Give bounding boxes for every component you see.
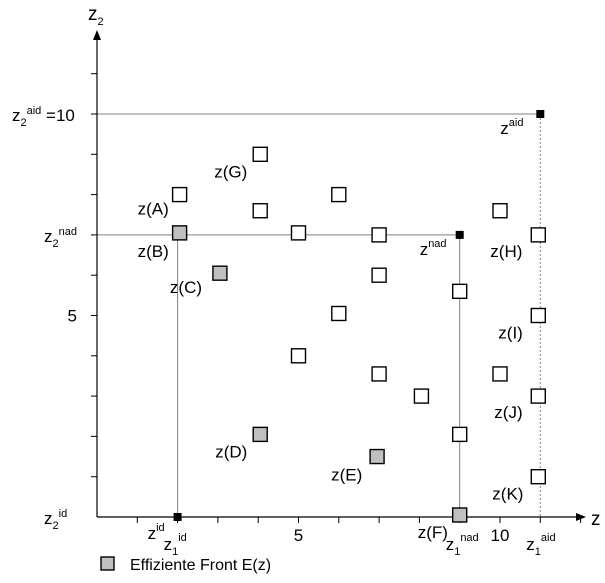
legend-label: Effiziente Front E(z) <box>130 557 271 574</box>
dominated-point <box>492 366 508 382</box>
point-label: z(E) <box>331 466 362 485</box>
reference-point-id <box>173 513 182 521</box>
y-axis-marker-nad: z2nad <box>44 226 77 250</box>
point-label: z(D) <box>215 442 247 461</box>
reference-point-nad <box>455 230 464 239</box>
dominated-point <box>452 426 468 443</box>
reference-label-id: zid <box>148 522 165 543</box>
point-label: z(G) <box>214 162 247 181</box>
x-tick-label: 5 <box>294 526 303 545</box>
efficient-point <box>212 265 228 281</box>
dominated-point <box>171 186 188 203</box>
point-label: z(C) <box>170 278 202 297</box>
dominated-point <box>530 227 546 243</box>
dominated-point <box>530 469 546 485</box>
dominated-point <box>371 227 387 243</box>
x-axis-name: z <box>591 509 601 530</box>
point-label: z(J) <box>494 403 522 422</box>
point-label: z(B) <box>138 242 169 261</box>
dominated-point <box>252 203 268 219</box>
dominated-point <box>492 203 508 219</box>
point-label: z(I) <box>498 324 523 343</box>
point-label: z(H) <box>490 242 522 261</box>
x-tick-label: 10 <box>491 526 510 545</box>
x-axis-marker-id: z1id <box>164 532 187 558</box>
dominated-point <box>331 186 347 203</box>
legend-swatch <box>100 556 115 571</box>
point-label: z(K) <box>492 485 523 504</box>
dominated-point <box>290 348 307 364</box>
y-tick-label: 5 <box>68 307 77 326</box>
efficient-point <box>452 507 468 523</box>
point-label: z(F) <box>418 523 448 542</box>
dominated-point <box>530 388 546 404</box>
dominated-point <box>331 305 347 322</box>
dominated-point <box>371 366 387 382</box>
point-label: z(A) <box>138 200 169 219</box>
dominated-point <box>252 146 268 163</box>
reference-point-aid <box>536 110 545 118</box>
dominated-point <box>371 267 387 283</box>
x-axis-marker-nad: z1nad <box>446 532 479 558</box>
dominated-point <box>290 225 307 241</box>
y-axis-marker-id: z2id <box>44 508 67 532</box>
reference-label-nad: znad <box>420 238 447 259</box>
dominated-point <box>413 388 430 404</box>
efficient-point <box>171 225 188 241</box>
reference-label-aid: zaid <box>500 117 523 138</box>
efficient-point <box>369 448 385 465</box>
y-axis-name: z2 <box>88 4 104 28</box>
x-axis-marker-aid: z1aid <box>526 532 555 558</box>
dominated-point <box>530 307 546 324</box>
y-axis-marker-aid: z2aid =10 <box>12 105 75 129</box>
efficient-point <box>252 426 268 443</box>
dominated-point <box>452 283 468 300</box>
y-axis-arrow-icon <box>93 30 101 40</box>
